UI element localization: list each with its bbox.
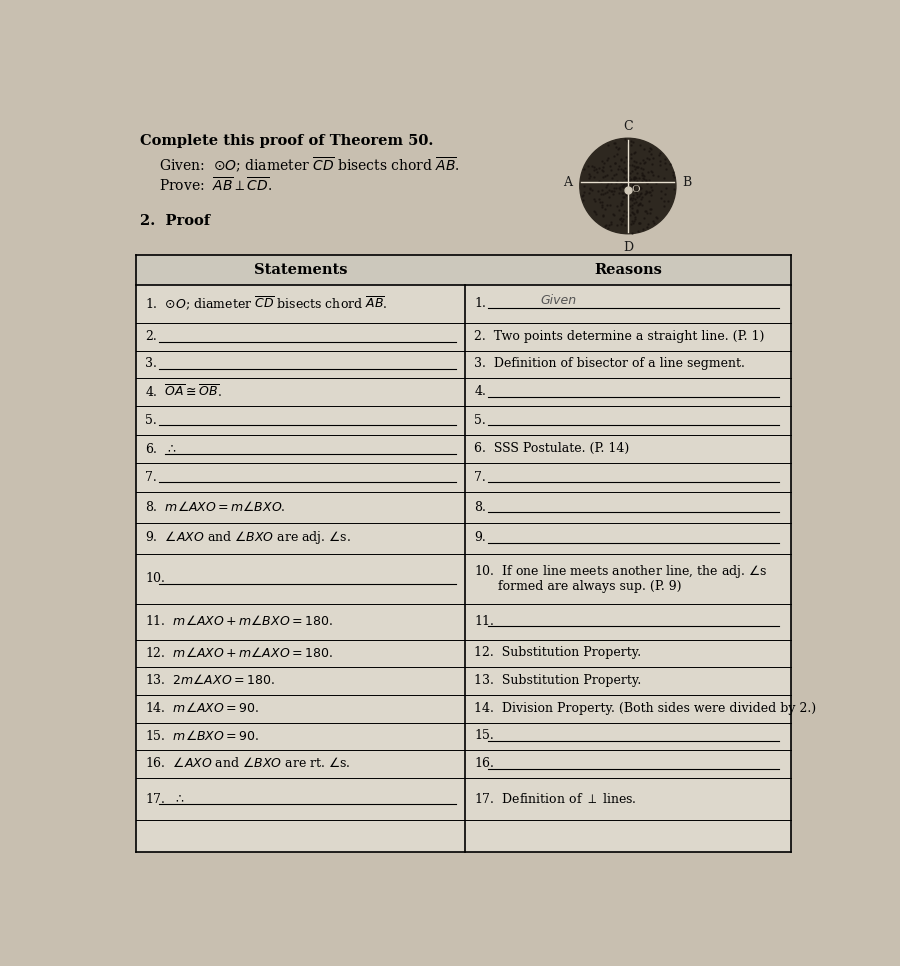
Text: 9.  $\angle AXO$ and $\angle BXO$ are adj. $\angle$s.: 9. $\angle AXO$ and $\angle BXO$ are adj… xyxy=(145,529,351,547)
Text: 16.: 16. xyxy=(474,757,494,770)
Text: D: D xyxy=(623,241,633,254)
Text: 3.: 3. xyxy=(145,357,157,370)
Text: 17.  Definition of $\perp$ lines.: 17. Definition of $\perp$ lines. xyxy=(474,791,637,806)
Text: 3.  Definition of bisector of a line segment.: 3. Definition of bisector of a line segm… xyxy=(474,357,745,370)
Text: 2.  Proof: 2. Proof xyxy=(140,214,210,229)
Bar xyxy=(136,255,790,852)
Text: 7.: 7. xyxy=(145,470,157,484)
Text: 1.: 1. xyxy=(474,297,486,309)
Text: C: C xyxy=(623,120,633,133)
Text: 5.: 5. xyxy=(145,413,157,427)
Text: 8.: 8. xyxy=(474,500,486,514)
Text: 12.  $m\angle AXO + m\angle AXO = 180$.: 12. $m\angle AXO + m\angle AXO = 180$. xyxy=(145,645,333,660)
Text: 12.  Substitution Property.: 12. Substitution Property. xyxy=(474,646,642,659)
Text: Prove:  $\overline{AB} \perp \overline{CD}$.: Prove: $\overline{AB} \perp \overline{CD… xyxy=(159,176,273,194)
Text: 6.  $\therefore$: 6. $\therefore$ xyxy=(145,441,176,456)
Text: 14.  Division Property. (Both sides were divided by 2.): 14. Division Property. (Both sides were … xyxy=(474,701,816,715)
Text: 9.: 9. xyxy=(474,531,486,545)
Text: 10.  If one line meets another line, the adj. $\angle$s: 10. If one line meets another line, the … xyxy=(474,563,768,580)
Text: 14.  $m\angle AXO = 90$.: 14. $m\angle AXO = 90$. xyxy=(145,701,259,715)
Text: Given: Given xyxy=(540,295,576,307)
Text: 11.  $m\angle AXO + m\angle BXO = 180$.: 11. $m\angle AXO + m\angle BXO = 180$. xyxy=(145,614,333,628)
Text: 2.: 2. xyxy=(145,329,157,343)
Text: A: A xyxy=(563,176,572,188)
Text: 4.: 4. xyxy=(474,385,486,398)
Text: 11.: 11. xyxy=(474,614,494,628)
Text: O: O xyxy=(632,185,641,194)
Text: 5.: 5. xyxy=(474,413,486,427)
Text: 15.  $m\angle BXO = 90$.: 15. $m\angle BXO = 90$. xyxy=(145,728,259,743)
Text: Statements: Statements xyxy=(254,263,347,277)
Text: 13.  $2m\angle AXO = 180$.: 13. $2m\angle AXO = 180$. xyxy=(145,673,274,688)
Text: Given:  $\odot O$; diameter $\overline{CD}$ bisects chord $\overline{AB}$.: Given: $\odot O$; diameter $\overline{CD… xyxy=(159,156,460,174)
Text: B: B xyxy=(682,176,691,188)
Text: 15.: 15. xyxy=(474,729,494,742)
Circle shape xyxy=(580,138,676,234)
Text: 13.  Substitution Property.: 13. Substitution Property. xyxy=(474,674,642,687)
Text: 7.: 7. xyxy=(474,470,486,484)
Text: 17.  $\therefore$: 17. $\therefore$ xyxy=(145,791,184,806)
Text: 4.  $\overline{OA} \cong \overline{OB}$.: 4. $\overline{OA} \cong \overline{OB}$. xyxy=(145,384,221,400)
Text: formed are always sup. (P. 9): formed are always sup. (P. 9) xyxy=(474,581,682,593)
Text: 10.: 10. xyxy=(145,572,165,584)
Text: Complete this proof of Theorem 50.: Complete this proof of Theorem 50. xyxy=(140,134,433,149)
Text: 16.  $\angle AXO$ and $\angle BXO$ are rt. $\angle$s.: 16. $\angle AXO$ and $\angle BXO$ are rt… xyxy=(145,756,351,771)
Text: Reasons: Reasons xyxy=(594,263,662,277)
Text: 6.  SSS Postulate. (P. 14): 6. SSS Postulate. (P. 14) xyxy=(474,442,630,455)
Text: 8.  $m\angle AXO = m\angle BXO$.: 8. $m\angle AXO = m\angle BXO$. xyxy=(145,500,285,514)
Bar xyxy=(136,255,790,285)
Text: 1.  $\odot O$; diameter $\overline{CD}$ bisects chord $\overline{AB}$.: 1. $\odot O$; diameter $\overline{CD}$ b… xyxy=(145,295,387,312)
Text: 2.  Two points determine a straight line. (P. 1): 2. Two points determine a straight line.… xyxy=(474,329,765,343)
